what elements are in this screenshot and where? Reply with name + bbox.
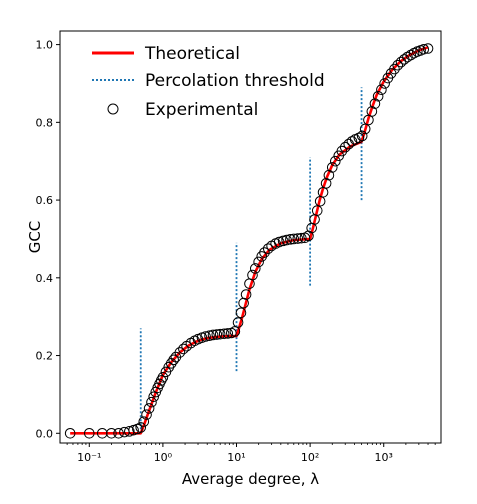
legend-experimental-marker — [107, 103, 119, 115]
experimental-point — [392, 59, 404, 71]
experimental-point — [281, 234, 292, 246]
experimental-point — [288, 233, 300, 245]
y-tick-label: 0.4 — [36, 272, 54, 285]
experimental-point — [232, 317, 244, 328]
experimental-point — [285, 234, 296, 245]
experimental-point — [336, 145, 348, 157]
experimental-point — [113, 427, 124, 439]
experimental-point — [339, 141, 351, 153]
experimental-point — [157, 372, 169, 383]
experimental-point — [330, 155, 341, 167]
experimental-point — [124, 426, 135, 437]
y-tick-label: 0.2 — [36, 350, 54, 363]
x-tick-label: 10¹ — [227, 451, 245, 464]
experimental-point — [249, 263, 261, 274]
experimental-point — [207, 329, 219, 341]
experimental-point — [204, 330, 215, 342]
legend-experimental-label: Experimental — [145, 100, 258, 120]
x-tick-label: 10³ — [375, 451, 393, 464]
experimental-point — [418, 43, 430, 55]
plot-frame — [59, 30, 442, 444]
x-tick-label: 10⁰ — [154, 451, 173, 464]
y-tick-label: 0.8 — [36, 116, 54, 129]
experimental-point — [369, 98, 381, 109]
experimental-point — [143, 403, 155, 414]
experimental-point — [214, 328, 226, 340]
legend: Theoretical Percolation threshold Experi… — [92, 44, 325, 120]
x-axis-ticks: 10⁻¹ 10⁰ 10¹ 10² 10³ — [66, 443, 436, 464]
experimental-point — [277, 235, 289, 247]
experimental-point — [259, 247, 270, 258]
y-tick-label: 0.6 — [36, 194, 54, 207]
y-axis-label: GCC — [26, 221, 44, 254]
plot-area — [64, 43, 434, 439]
experimental-point — [366, 106, 378, 117]
experimental-point — [174, 347, 186, 358]
experimental-point — [178, 343, 189, 355]
experimental-point — [273, 236, 285, 248]
experimental-point — [148, 391, 160, 403]
experimental-point — [83, 427, 95, 439]
experimental-point — [200, 331, 211, 342]
experimental-point — [106, 427, 117, 439]
experimental-point — [64, 427, 76, 439]
experimental-point — [389, 63, 400, 75]
experimental-point — [146, 396, 157, 408]
y-tick-label: 0.0 — [36, 427, 54, 440]
experimental-point — [247, 269, 258, 281]
experimental-point — [292, 233, 304, 244]
legend-theoretical-label: Theoretical — [144, 44, 240, 64]
experimental-point — [218, 328, 230, 340]
experimental-point — [141, 409, 152, 420]
experimental-point — [376, 84, 387, 95]
experimental-point — [211, 329, 223, 340]
experimental-point — [422, 43, 434, 54]
experimental-point — [168, 354, 179, 366]
experimental-point — [240, 289, 252, 300]
experimental-point — [253, 256, 264, 268]
experimental-point — [135, 422, 147, 433]
x-axis-label: Average degree, λ — [182, 470, 319, 488]
experimental-point — [311, 205, 323, 216]
experimental-point — [222, 328, 234, 339]
experimental-point — [356, 130, 368, 142]
experimental-point — [296, 232, 307, 244]
experimental-point — [326, 162, 338, 173]
y-axis-ticks: 0.0 0.2 0.4 0.6 0.8 1.0 — [36, 39, 60, 440]
x-tick-label: 10⁻¹ — [77, 451, 101, 464]
experimental-point — [235, 307, 247, 319]
y-tick-label: 1.0 — [36, 39, 54, 52]
experimental-point — [372, 90, 384, 102]
experimental-point — [379, 78, 390, 89]
legend-threshold-label: Percolation threshold — [145, 71, 325, 91]
x-tick-label: 10² — [301, 451, 319, 464]
experimental-point — [262, 243, 274, 254]
experimental-point — [138, 416, 150, 427]
